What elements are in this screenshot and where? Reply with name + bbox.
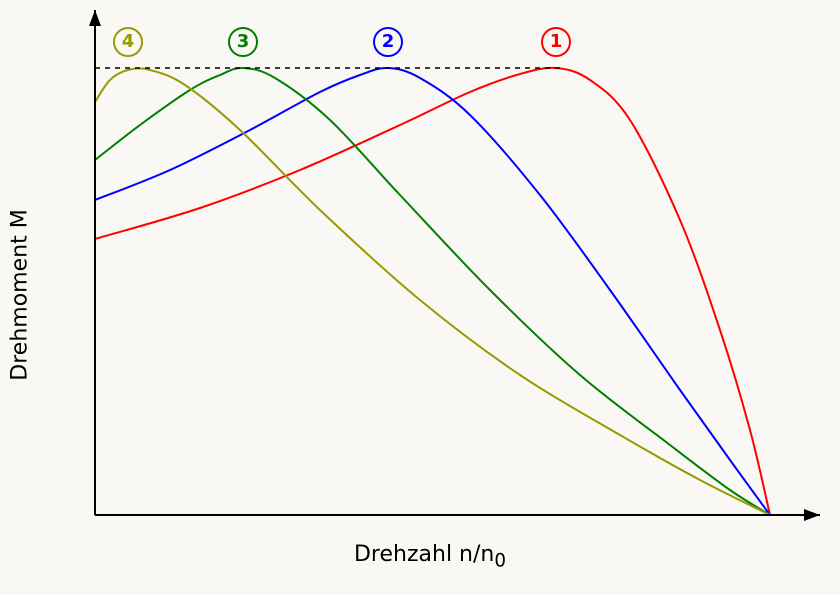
x-axis-label: Drehzahl n/n0 bbox=[354, 542, 506, 571]
x-axis-arrow-icon bbox=[804, 509, 820, 521]
y-axis-arrow-icon bbox=[89, 10, 101, 26]
curve-3 bbox=[95, 68, 770, 515]
curve-label-2: 2 bbox=[373, 27, 403, 57]
curve-2 bbox=[95, 68, 770, 515]
chart-svg bbox=[0, 0, 840, 595]
curve-label-4: 4 bbox=[113, 27, 143, 57]
curve-4 bbox=[95, 68, 770, 515]
chart-container: Drehmoment M Drehzahl n/n0 1 2 3 4 bbox=[0, 0, 840, 595]
curve-1 bbox=[95, 68, 770, 515]
curve-label-1: 1 bbox=[541, 27, 571, 57]
y-axis-label: Drehmoment M bbox=[8, 209, 33, 380]
curve-label-3: 3 bbox=[228, 27, 258, 57]
